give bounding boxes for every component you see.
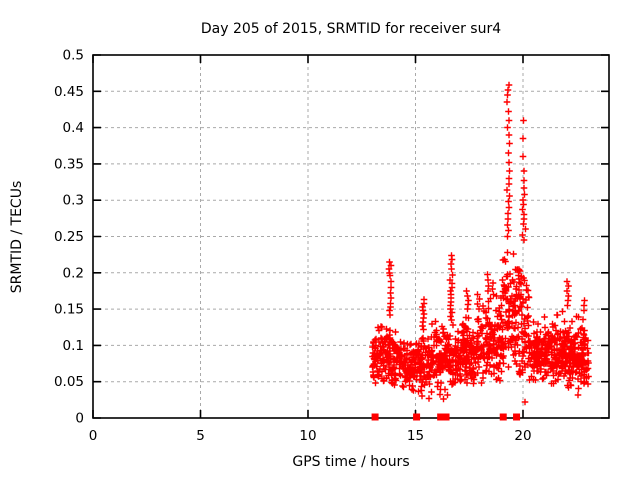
- zero-value-square-marker: [371, 413, 379, 421]
- y-tick-label: 0.1: [63, 338, 84, 354]
- zero-value-square-marker: [499, 413, 507, 421]
- y-tick-label: 0.5: [63, 48, 84, 64]
- x-tick-label: 10: [299, 428, 316, 444]
- y-tick-label: 0.3: [63, 193, 84, 209]
- zero-value-square-marker: [437, 413, 445, 421]
- y-tick-label: 0: [75, 411, 84, 427]
- y-tick-label: 0.4: [63, 120, 84, 136]
- zero-value-square-marker: [513, 413, 521, 421]
- y-tick-label: 0.35: [54, 156, 84, 172]
- chart-title: Day 205 of 2015, SRMTID for receiver sur…: [200, 21, 502, 37]
- zero-value-square-marker: [413, 413, 421, 421]
- axis-tick-marks: [92, 54, 609, 419]
- zero-value-square-marker: [442, 413, 450, 421]
- y-tick-label: 0.25: [54, 229, 84, 245]
- x-axis-label: GPS time / hours: [292, 454, 410, 470]
- y-tick-label: 0.2: [63, 265, 84, 281]
- x-tick-label: 5: [196, 428, 205, 444]
- y-tick-label: 0.05: [54, 374, 84, 390]
- x-tick-label: 0: [89, 428, 98, 444]
- y-tick-label: 0.45: [54, 84, 84, 100]
- x-tick-label: 15: [407, 428, 424, 444]
- x-tick-label: 20: [514, 428, 531, 444]
- y-tick-label: 0.15: [54, 302, 84, 318]
- scatter-points: [369, 81, 592, 406]
